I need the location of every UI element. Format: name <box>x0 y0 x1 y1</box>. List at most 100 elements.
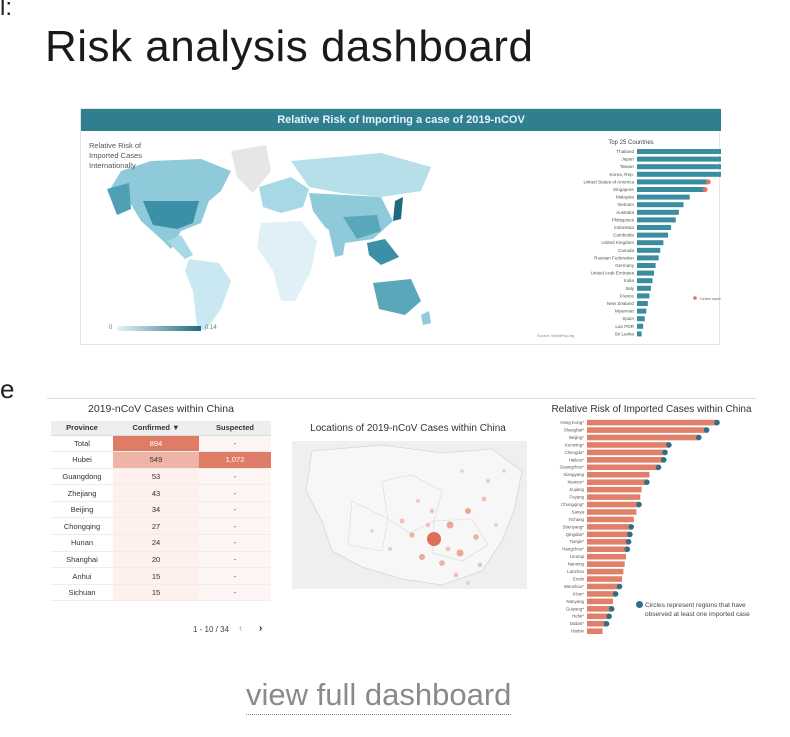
country-bar <box>637 308 647 314</box>
confirmed-cell: 894 <box>113 435 199 453</box>
suspected-cell: - <box>199 501 271 519</box>
confirmed-cell: 549 <box>113 451 199 469</box>
clipped-text-fragment: e <box>0 374 15 404</box>
map-region <box>257 221 317 301</box>
country-label: Indonesia <box>614 225 634 230</box>
country-bar <box>637 202 684 208</box>
city-bar <box>587 591 616 597</box>
country-bar <box>637 293 650 299</box>
legend-dot-icon <box>693 296 697 300</box>
world-risk-dashboard-image[interactable]: Relative Risk of Importing a case of 201… <box>80 108 721 345</box>
china-risk-chart-title: Relative Risk of Imported Cases within C… <box>551 404 752 415</box>
city-bar <box>587 561 625 567</box>
country-bar <box>637 331 642 337</box>
imported-case-dot <box>696 434 702 441</box>
case-bubble <box>427 532 441 546</box>
case-bubble <box>502 469 506 473</box>
country-bar <box>637 149 721 154</box>
city-bar <box>587 598 613 605</box>
confirmed-cell: 15 <box>113 584 199 602</box>
city-bar <box>587 553 626 560</box>
city-bar <box>587 583 620 590</box>
table-row[interactable]: Guangdong 53- <box>51 468 271 486</box>
city-label: Shanghai* <box>564 427 585 432</box>
country-bar <box>637 247 661 253</box>
case-bubble <box>409 532 415 538</box>
table-row[interactable]: Sichuan 15- <box>51 584 271 602</box>
country-label: United States of America <box>583 179 634 184</box>
case-bubble <box>465 508 471 514</box>
imported-case-dot <box>714 419 720 426</box>
map-region <box>305 444 523 586</box>
china-risk-dashboard-image[interactable]: 2019-nCoV Cases within China Province Co… <box>47 398 756 638</box>
map-region <box>347 500 389 552</box>
country-label: Thailand <box>616 149 634 154</box>
city-bar <box>587 501 639 508</box>
city-label: Wenzhou* <box>564 584 584 589</box>
confirmed-cell: 20 <box>113 551 199 569</box>
imported-case-dot <box>636 501 642 508</box>
country-bar <box>637 263 656 268</box>
page-title: Risk analysis dashboard <box>45 22 534 71</box>
country-label: Singapore <box>613 187 634 192</box>
country-label: Cambodia <box>613 233 634 238</box>
column-header-suspected[interactable]: Suspected <box>199 421 271 436</box>
imported-case-dot <box>625 539 632 545</box>
table-row[interactable]: Chongqing 27- <box>51 517 271 536</box>
city-label: Shenyang* <box>563 524 585 529</box>
country-label: Japan <box>621 157 634 162</box>
country-label: United Kingdom <box>601 240 634 245</box>
chart-note: Circles represent regions that have obse… <box>645 602 750 618</box>
view-full-dashboard-link[interactable]: view full dashboard <box>246 676 512 715</box>
province-cell: Guangdong <box>51 468 113 486</box>
province-cell: Hunan <box>51 534 113 552</box>
table-row[interactable]: Hunan 24- <box>51 534 271 552</box>
chart-note: Circles represent countries that have ob… <box>700 297 721 301</box>
case-bubble <box>399 518 405 524</box>
country-label: Lao PDR <box>615 324 634 329</box>
country-label: New Zealand <box>607 301 635 306</box>
suspected-cell: - <box>199 584 271 602</box>
column-header-province[interactable]: Province <box>51 421 113 436</box>
map-region <box>343 215 381 239</box>
country-label: Italy <box>626 286 635 291</box>
imported-case-dot <box>662 449 668 456</box>
city-bar <box>587 442 669 448</box>
top25-title: Top 25 Countries <box>608 140 653 146</box>
case-bubble <box>477 562 483 568</box>
case-bubble <box>445 546 451 552</box>
city-bar <box>587 479 647 485</box>
case-bubble <box>446 521 454 529</box>
suspected-cell: 1,072 <box>199 451 271 469</box>
imported-case-dot <box>702 187 708 192</box>
table-row[interactable]: Zhejiang 43- <box>51 484 271 502</box>
country-label: Germany <box>615 263 635 268</box>
clipped-text-fragment: l: <box>0 0 12 21</box>
case-bubble <box>494 523 498 527</box>
city-label: Yichang <box>568 517 584 522</box>
map-region <box>329 231 347 257</box>
chevron-right-icon[interactable]: › <box>259 623 263 634</box>
imported-case-dot <box>660 457 667 463</box>
province-cell: Hubei <box>51 451 113 469</box>
confirmed-cell: 24 <box>113 534 199 552</box>
table-row[interactable]: Beijing 34- <box>51 501 271 519</box>
confirmed-cell: 34 <box>113 501 199 519</box>
imported-case-dot <box>616 583 623 590</box>
city-label: Hefei* <box>572 614 584 619</box>
table-row[interactable]: Shanghai 20- <box>51 551 271 569</box>
table-row[interactable]: Hubei 549 1,072 <box>51 451 271 469</box>
china-cases-map <box>292 441 527 589</box>
city-label: Nanning <box>568 562 585 567</box>
city-bar <box>587 568 624 575</box>
imported-case-dot <box>666 442 672 448</box>
chevron-left-icon[interactable]: ‹ <box>239 623 243 634</box>
country-label: India <box>624 278 634 283</box>
table-row[interactable]: Total 894- <box>51 435 271 453</box>
column-header-confirmed[interactable]: Confirmed ▼ <box>113 421 199 436</box>
country-bar <box>637 156 721 162</box>
table-row[interactable]: Anhui 15- <box>51 567 271 585</box>
city-label: Hangzhou* <box>562 547 584 552</box>
map-region <box>373 279 421 315</box>
imported-case-dot <box>655 464 662 471</box>
